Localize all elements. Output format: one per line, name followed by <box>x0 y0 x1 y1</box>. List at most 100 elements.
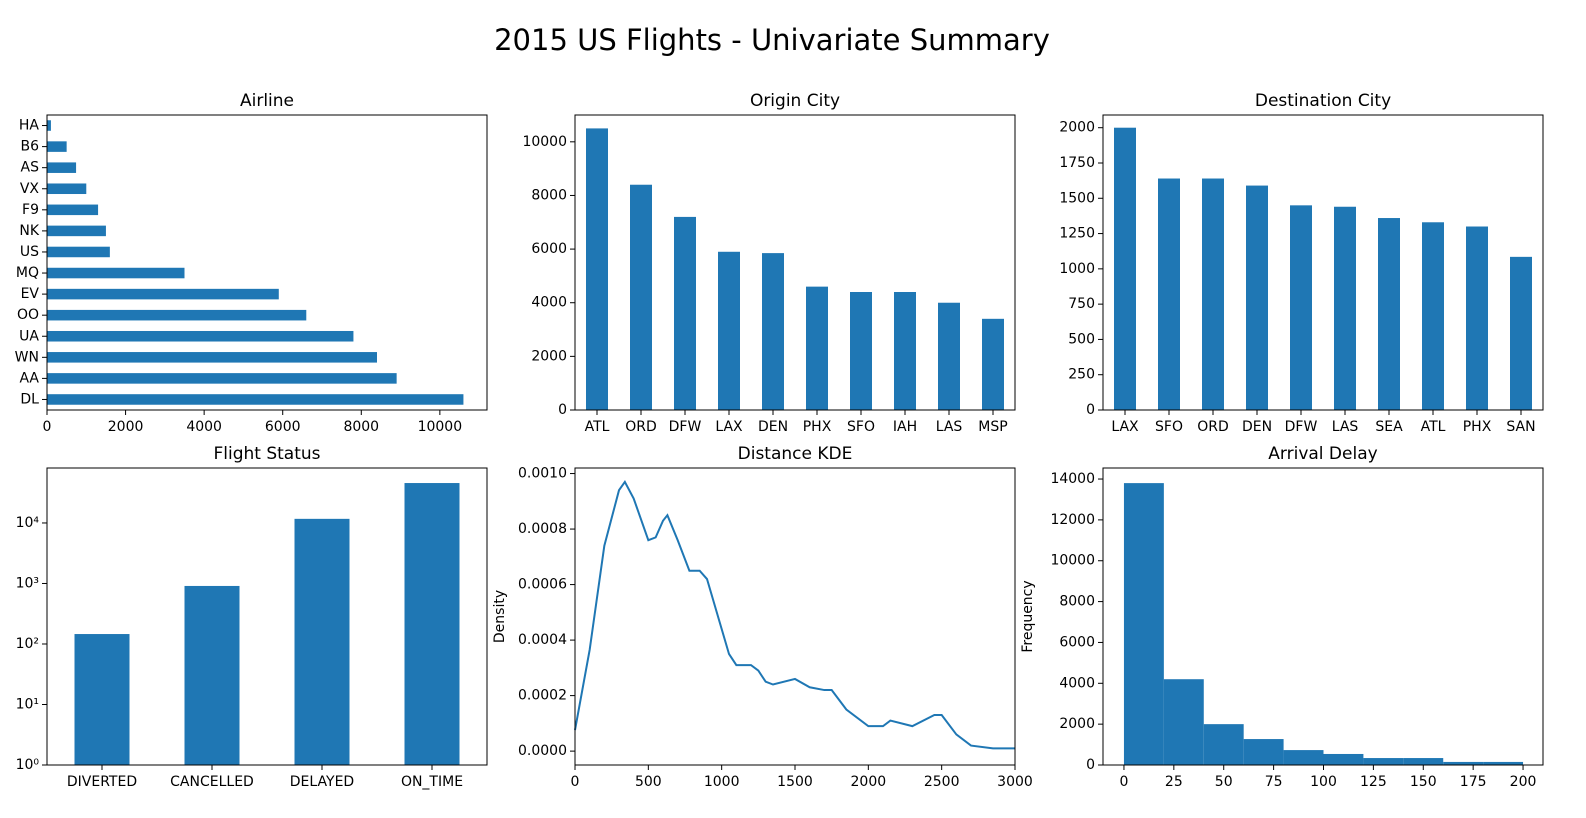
axes-frame <box>46 114 488 411</box>
x-tick-label: DELAYED <box>290 774 354 790</box>
subplot-title: Airline <box>240 91 294 111</box>
y-tick-label: 0 <box>558 402 567 418</box>
y-tick-label: 8000 <box>531 187 567 203</box>
y-tick-label: 14000 <box>1050 471 1095 487</box>
axes-frame <box>1102 114 1544 411</box>
x-tick-label: LAS <box>936 419 963 435</box>
x-tick-label: DEN <box>758 419 788 435</box>
x-tick-label: 150 <box>1410 774 1437 790</box>
bar <box>630 184 652 410</box>
hist-bar <box>1323 753 1364 765</box>
x-tick-label: 1000 <box>704 774 740 790</box>
x-tick-label: 25 <box>1165 774 1183 790</box>
bar <box>47 162 77 173</box>
bar <box>1114 127 1136 411</box>
subplot-title: Flight Status <box>213 444 320 464</box>
y-tick-label: US <box>20 244 39 260</box>
bar <box>1466 226 1488 410</box>
y-tick-label: UA <box>19 328 39 344</box>
bar <box>294 518 350 765</box>
y-tick-label: F9 <box>22 202 39 218</box>
x-tick-label: LAX <box>1111 419 1139 435</box>
y-tick-label: 10000 <box>1050 553 1095 569</box>
x-tick-label: DIVERTED <box>67 774 137 790</box>
x-tick-label: SAN <box>1506 419 1535 435</box>
x-tick-label: MSP <box>978 419 1007 435</box>
subplot-title: Distance KDE <box>738 444 853 464</box>
y-tick-label: 750 <box>1068 296 1095 312</box>
kde-line <box>574 479 1015 750</box>
y-tick-label: 10000 <box>522 134 567 150</box>
axes-frame <box>574 114 1016 411</box>
x-tick-label: ORD <box>1197 419 1229 435</box>
bar <box>74 634 130 765</box>
x-tick-label: 6000 <box>265 419 301 435</box>
x-tick-label: 0 <box>1119 774 1128 790</box>
bar <box>718 251 740 410</box>
y-axis-label: Frequency <box>1020 580 1036 652</box>
hist-bar <box>1403 758 1444 765</box>
x-tick-label: 10000 <box>418 419 463 435</box>
y-tick-label: 2000 <box>531 348 567 364</box>
bar <box>1378 218 1400 410</box>
bar <box>404 483 460 765</box>
y-tick-label: 12000 <box>1050 512 1095 528</box>
y-tick-label: 0 <box>1086 402 1095 418</box>
bar <box>47 373 397 384</box>
hist-bar <box>1203 724 1244 765</box>
y-tick-label: 6000 <box>1059 634 1095 650</box>
x-tick-label: CANCELLED <box>170 774 254 790</box>
y-tick-label: 0.0000 <box>518 743 567 759</box>
y-tick-label: 2000 <box>1059 120 1095 136</box>
bar <box>47 225 106 237</box>
hist-bar <box>1483 761 1524 765</box>
y-tick-label: VX <box>20 181 40 197</box>
x-tick-label: DFW <box>1285 419 1318 435</box>
subplot-title: Arrival Delay <box>1268 444 1377 464</box>
y-tick-label: 8000 <box>1059 594 1095 610</box>
axes-frame <box>1102 467 1544 766</box>
x-tick-label: SFO <box>1155 419 1183 435</box>
x-tick-label: 3000 <box>997 774 1033 790</box>
x-tick-label: 175 <box>1460 774 1487 790</box>
y-tick-label: 6000 <box>531 241 567 257</box>
bar <box>1158 178 1180 410</box>
x-tick-label: PHX <box>803 419 832 435</box>
y-tick-label: 10³ <box>16 575 39 591</box>
y-tick-label: 4000 <box>531 295 567 311</box>
y-tick-label: AA <box>19 370 39 386</box>
bar <box>47 394 464 405</box>
bar <box>47 120 51 131</box>
x-tick-label: IAH <box>893 419 917 435</box>
x-tick-label: 100 <box>1310 774 1337 790</box>
y-tick-label: HA <box>19 118 40 134</box>
y-tick-label: 1000 <box>1059 261 1095 277</box>
x-tick-label: 0 <box>43 419 52 435</box>
hist-bar <box>1443 761 1484 765</box>
bar <box>1334 206 1356 410</box>
x-tick-label: PHX <box>1463 419 1492 435</box>
bar <box>894 292 916 410</box>
y-tick-label: DL <box>20 391 39 407</box>
x-tick-label: 2000 <box>108 419 144 435</box>
x-tick-label: 2500 <box>924 774 960 790</box>
y-axis-label: Density <box>492 590 508 643</box>
x-tick-label: LAX <box>715 419 743 435</box>
x-tick-label: 500 <box>635 774 662 790</box>
hist-bar <box>1243 739 1284 765</box>
x-tick-label: 75 <box>1265 774 1283 790</box>
axes-frame <box>574 467 1016 766</box>
y-tick-label: 10² <box>16 636 39 652</box>
bar <box>47 204 99 216</box>
x-tick-label: 2000 <box>851 774 887 790</box>
x-tick-label: LAS <box>1332 419 1359 435</box>
y-tick-label: 1750 <box>1059 155 1095 171</box>
bar <box>47 309 307 321</box>
y-tick-label: 10⁴ <box>16 515 40 531</box>
bar <box>47 267 185 279</box>
y-tick-label: 1500 <box>1059 190 1095 206</box>
bar <box>938 302 960 410</box>
bar <box>47 141 67 152</box>
